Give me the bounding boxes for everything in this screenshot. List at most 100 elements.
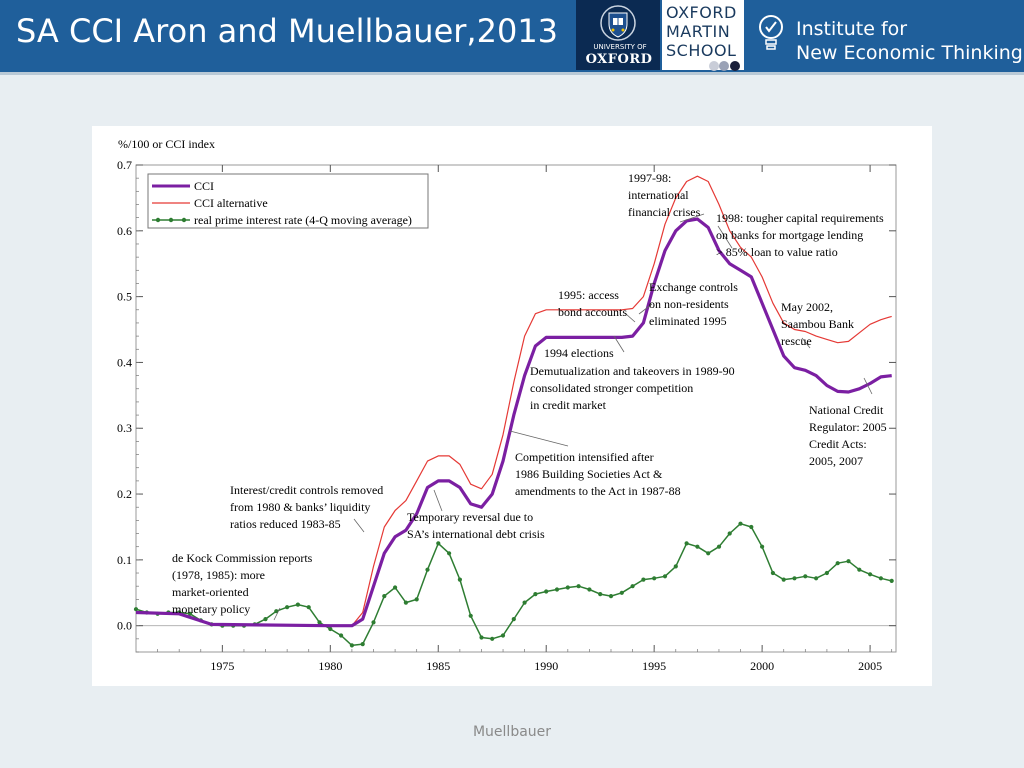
y-tick-label: 0.4 (117, 355, 132, 369)
rate-data-point (468, 613, 473, 618)
rate-data-point (749, 524, 754, 530)
rate-data-point (727, 531, 732, 536)
rate-data-point (814, 576, 819, 581)
slide-header: SA CCI Aron and Muellbauer,2013 UNIVERSI… (0, 0, 1024, 72)
rate-data-point (533, 592, 538, 597)
leader-bond (625, 313, 636, 323)
rate-data-point (598, 592, 603, 597)
rate-data-point (889, 578, 894, 583)
rate-data-point (447, 551, 452, 556)
x-tick-label: 1975 (210, 659, 234, 673)
series-line-0 (135, 217, 892, 628)
annotation-bond-accounts: 1995: access bond accounts (558, 288, 627, 319)
annotation-exchange-controls: Exchange controls on non-residents elimi… (649, 280, 741, 328)
annotation-saambou: May 2002, Saambou Bank rescue (781, 300, 857, 348)
y-tick-label: 0.7 (117, 158, 132, 172)
rate-data-point (371, 620, 376, 625)
annotation-interest-controls: Interest/credit controls removed from 19… (230, 483, 386, 531)
rate-data-point (263, 617, 268, 622)
martin-line-1: OXFORD (666, 3, 737, 22)
rate-data-point (565, 585, 570, 590)
rate-data-point (781, 577, 786, 582)
chart-series (133, 175, 894, 648)
rate-data-point (608, 594, 614, 599)
rate-data-point (684, 541, 689, 546)
logo-strip: UNIVERSITY OF OXFORD OXFORD MARTIN SCHOO… (576, 0, 1024, 72)
leader-dekock (273, 607, 281, 621)
legend-cci-label: CCI (194, 179, 214, 193)
rate-data-point (673, 564, 678, 569)
legend-rate-label: real prime interest rate (4-Q moving ave… (194, 213, 412, 227)
rate-data-point (133, 607, 139, 612)
lightbulb-icon (759, 15, 783, 50)
annotation-competition: Competition intensified after 1986 Build… (515, 450, 681, 498)
legend-box (147, 173, 429, 229)
leader-saambou (801, 337, 811, 349)
rate-data-point (706, 551, 711, 556)
oxford-university-logo: UNIVERSITY OF OXFORD (576, 0, 660, 70)
leader-competition (509, 430, 569, 447)
y-tick-label: 0.0 (117, 619, 132, 633)
rate-data-point (436, 541, 441, 546)
legend-cci-alt-label: CCI alternative (194, 196, 268, 210)
rate-data-point (857, 567, 862, 572)
leader-reversal (433, 489, 443, 512)
oxford-crest-icon (600, 5, 636, 41)
x-tick-label: 1985 (426, 659, 450, 673)
x-tick-label: 1995 (642, 659, 666, 673)
annotation-crises: 1997-98: international financial crises (628, 171, 701, 219)
rate-data-point (187, 611, 193, 616)
rate-data-point (285, 605, 290, 610)
annotation-capital-requirements: 1998: tougher capital requirements on ba… (716, 211, 887, 259)
y-tick-label: 0.2 (117, 487, 132, 501)
rate-data-point (835, 561, 840, 566)
leader-exchange (638, 303, 653, 315)
chart-legend: CCI CCI alternative real prime interest … (147, 173, 429, 229)
rate-data-point (662, 574, 668, 579)
rate-data-point (425, 567, 430, 572)
rate-data-point (576, 584, 581, 589)
rate-data-point (695, 544, 700, 549)
rate-data-point (339, 633, 344, 638)
rate-data-point (349, 643, 354, 648)
dots-icon (709, 61, 740, 71)
legend-rate-marker (168, 217, 174, 223)
x-tick-label: 2000 (750, 659, 774, 673)
leader-crises (679, 213, 705, 223)
annotation-elections: 1994 elections (544, 346, 614, 360)
rate-data-point (652, 576, 657, 581)
rate-data-point (317, 620, 322, 625)
y-tick-label: 0.6 (117, 224, 132, 238)
legend-rate-marker (181, 217, 187, 223)
annotation-demutualization: Demutualization and takeovers in 1989-90… (530, 364, 738, 412)
rate-data-point (792, 576, 797, 581)
rate-data-point (360, 642, 365, 647)
annotation-reversal: Temporary reversal due to SA’s internati… (407, 510, 545, 541)
rate-data-point (500, 633, 506, 638)
chart-annotations: 1997-98: international financial crises … (172, 171, 890, 616)
x-tick-label: 1980 (318, 659, 342, 673)
chart-panel: %/100 or CCI index 0.0 0.1 0.2 0.3 0.4 0.5 0.6… (92, 126, 932, 686)
rate-data-point (274, 609, 279, 614)
oxford-martin-school-logo: OXFORD MARTIN SCHOOL (662, 0, 744, 70)
legend-rate-marker (155, 217, 161, 223)
y-tick-labels: 0.0 0.1 0.2 0.3 0.4 0.5 0.6 0.7 (117, 158, 132, 633)
rate-data-point (414, 597, 419, 602)
leader-controls (353, 518, 365, 533)
rate-data-point (846, 559, 851, 564)
series-line-1 (135, 175, 892, 627)
x-tick-label: 1990 (534, 659, 558, 673)
rate-data-point (544, 589, 549, 594)
rate-data-point (878, 576, 884, 581)
y-tick-label: 0.3 (117, 421, 132, 435)
y-axis-label: %/100 or CCI index (118, 137, 215, 151)
cci-line-chart: %/100 or CCI index 0.0 0.1 0.2 0.3 0.4 0.5 0.6… (117, 137, 897, 673)
annotation-national-credit: National Credit Regulator: 2005 Credit A… (809, 403, 890, 468)
rate-data-point (382, 594, 387, 599)
annotation-leaders (273, 213, 873, 621)
rate-data-point (868, 572, 873, 577)
rate-data-point (803, 574, 808, 579)
rate-data-point (760, 544, 765, 549)
rate-data-point (479, 635, 484, 640)
rate-data-point (716, 544, 722, 549)
